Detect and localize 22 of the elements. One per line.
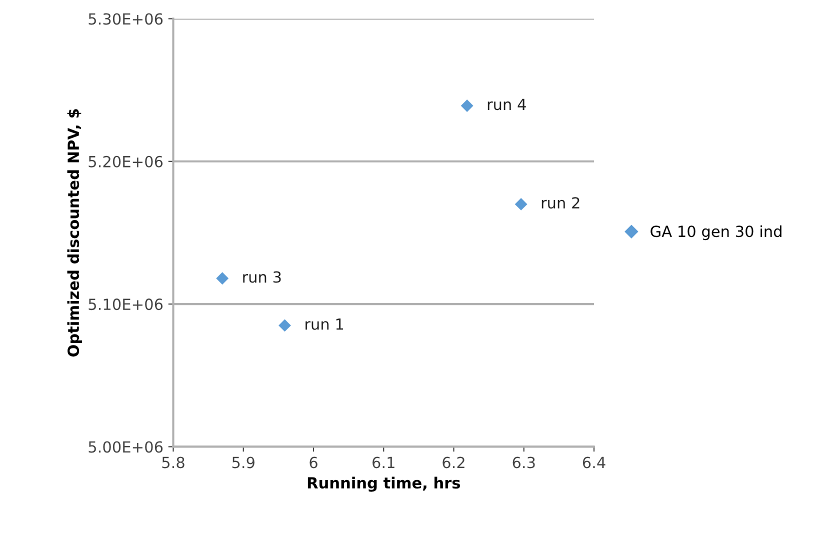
- x-tick-label: 6.4: [582, 456, 606, 468]
- x-tick-label: 5.8: [162, 456, 184, 468]
- legend-label: GA 10 gen 30 ind: [650, 225, 782, 240]
- point: [460, 100, 474, 112]
- x-tick-label: 6.3: [512, 456, 535, 468]
- y-tick-label: 5.30E+06: [88, 13, 163, 25]
- x-tick-label: 6.2: [442, 456, 464, 468]
- y-tick-label: 5.10E+06: [88, 298, 163, 310]
- x-tick-label: 6.1: [372, 456, 394, 468]
- point: [514, 198, 528, 210]
- y-tick-label: 5.20E+06: [88, 156, 163, 168]
- annotation: run 2: [542, 197, 580, 209]
- x-axis-title: Running time, hrs: [308, 476, 460, 492]
- annotation: run 4: [488, 98, 526, 110]
- point: [216, 272, 229, 285]
- point: [278, 319, 291, 332]
- y-axis-title: Optimized discounted NPV, $: [67, 109, 82, 357]
- x-tick-label: 6: [310, 456, 318, 468]
- y-tick-label: 5.00E+06: [88, 441, 163, 453]
- annotation: run 3: [243, 271, 281, 283]
- x-tick-label: 5.9: [232, 456, 254, 468]
- annotation: run 1: [306, 318, 344, 330]
